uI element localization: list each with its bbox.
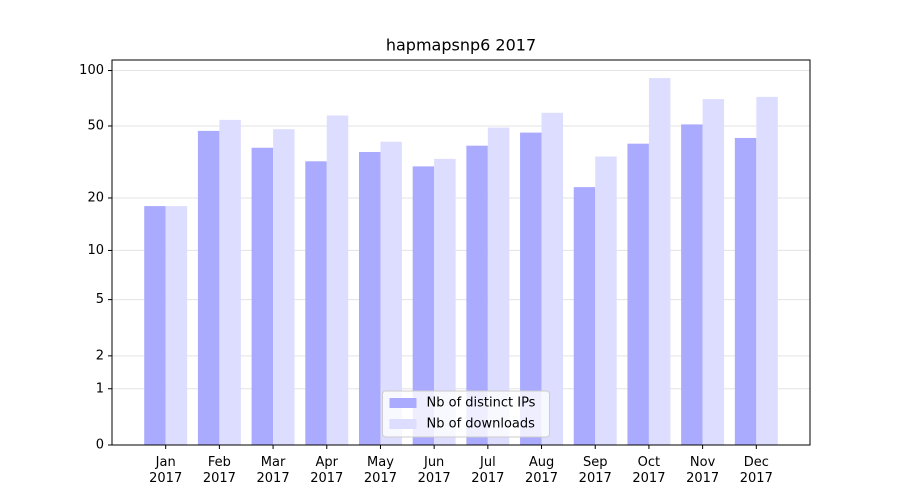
y-tick-label: 20 (87, 190, 104, 205)
legend-label: Nb of downloads (427, 417, 536, 432)
y-tick-label: 5 (96, 292, 104, 307)
bar (434, 158, 456, 445)
y-tick-label: 100 (79, 63, 104, 78)
x-tick-label: Apr 2017 (310, 455, 343, 486)
x-tick-label: Nov 2017 (686, 455, 719, 486)
bar (466, 145, 488, 446)
bar (702, 99, 725, 445)
x-tick-label: May 2017 (364, 455, 397, 486)
bar (380, 141, 402, 446)
legend-label: Nb of distinct IPs (427, 396, 536, 411)
bar (681, 124, 703, 446)
x-tick-label: Mar 2017 (257, 455, 290, 486)
bar (251, 147, 274, 446)
bar (487, 127, 510, 446)
bar (219, 119, 241, 445)
legend: Nb of distinct IPs Nb of downloads (382, 390, 550, 438)
x-tick-label: Dec 2017 (740, 455, 773, 486)
x-tick-label: Jun 2017 (418, 455, 451, 486)
y-tick-label: 1 (96, 381, 104, 396)
x-tick-label: Jul 2017 (471, 455, 504, 486)
bar (541, 112, 564, 446)
bar (358, 152, 381, 445)
legend-box (382, 390, 550, 438)
bar (648, 78, 671, 446)
bar (520, 132, 542, 445)
x-tick-label: Sep 2017 (579, 455, 612, 486)
bar (197, 130, 220, 445)
bar (273, 129, 295, 445)
y-tick-label: 0 (96, 438, 104, 453)
bar (412, 166, 435, 445)
bar (595, 156, 617, 445)
bar (165, 206, 188, 445)
bar (305, 161, 327, 445)
y-tick-label: 2 (96, 348, 104, 363)
x-tick-label: Aug 2017 (525, 455, 558, 486)
y-tick-label: 10 (87, 243, 104, 258)
x-tick-label: Oct 2017 (632, 455, 665, 486)
bar (627, 143, 649, 446)
chart-title: hapmapsnp6 2017 (386, 36, 536, 55)
y-tick-label: 50 (87, 118, 104, 133)
legend-swatch (389, 398, 417, 408)
plot-frame (111, 59, 811, 446)
bar (573, 187, 596, 445)
legend-swatch (389, 419, 417, 429)
bar (756, 96, 778, 445)
bar (326, 115, 349, 445)
bar (144, 206, 166, 445)
x-tick-label: Feb 2017 (203, 455, 236, 486)
bar (734, 137, 757, 446)
x-tick-label: Jan 2017 (149, 455, 182, 486)
